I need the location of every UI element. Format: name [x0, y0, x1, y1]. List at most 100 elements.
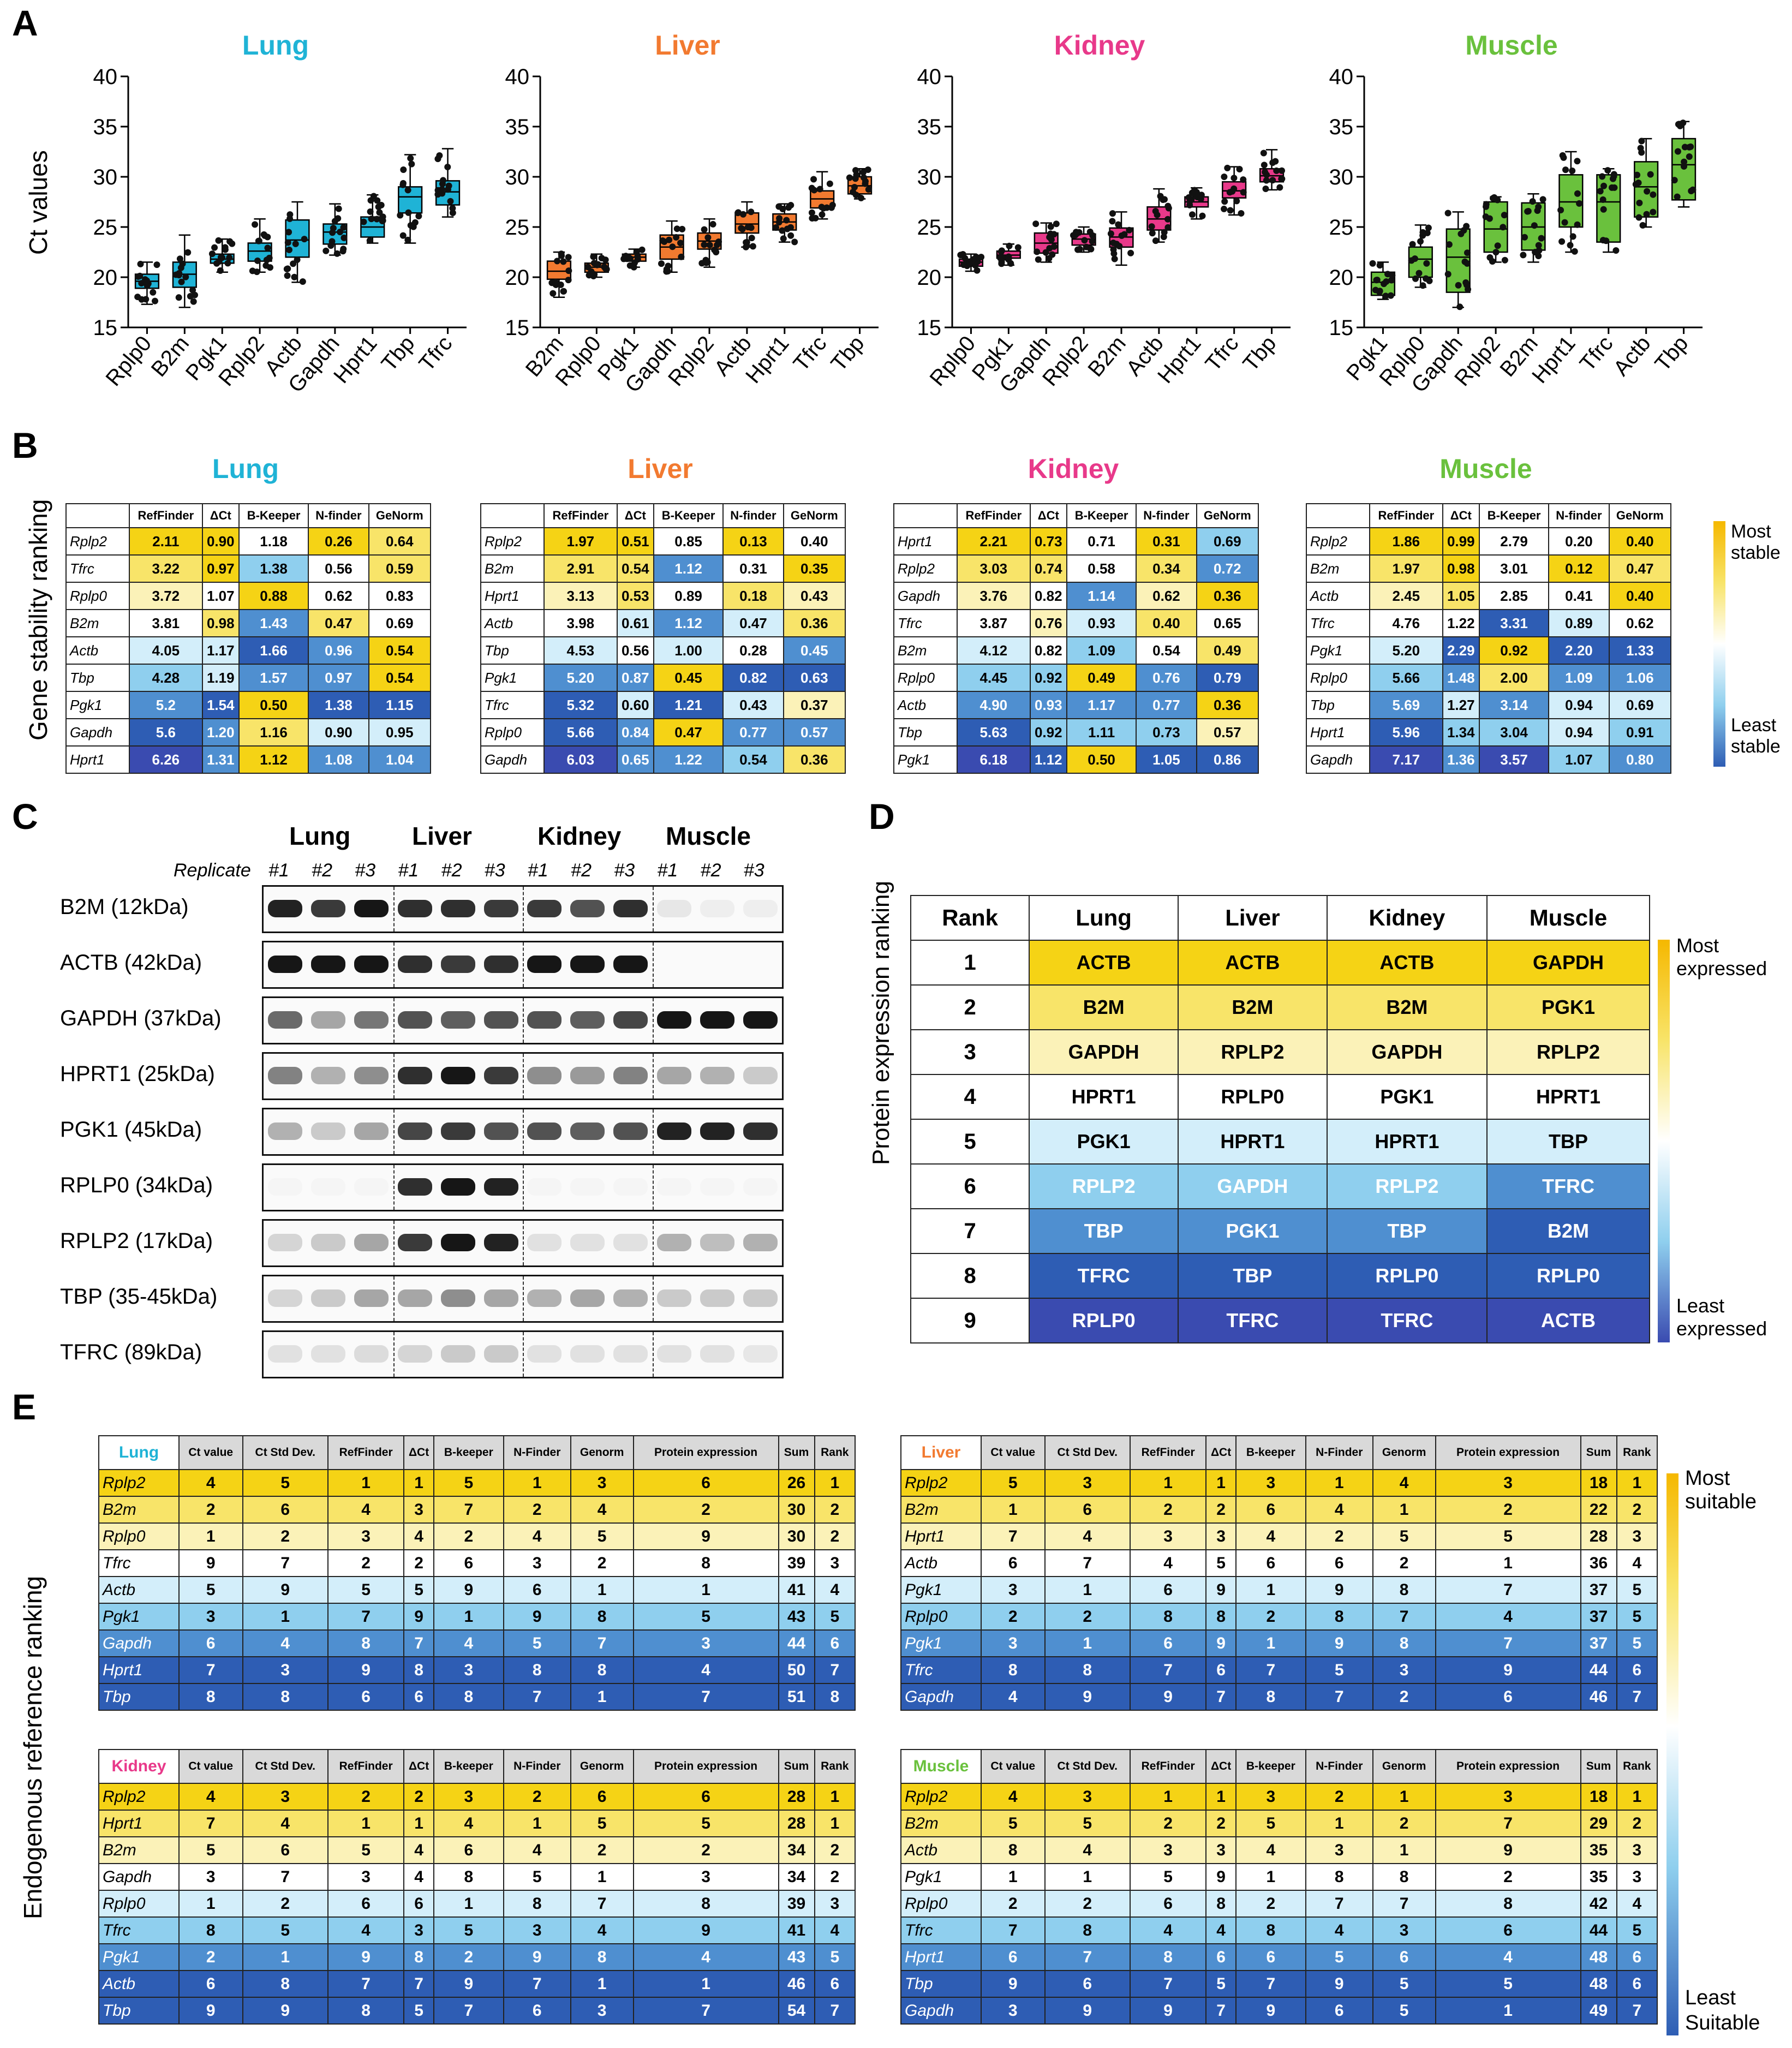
- reference-value: 6: [1305, 1997, 1373, 2025]
- reference-value: 6: [433, 1836, 504, 1864]
- reference-value: 2: [1435, 1863, 1581, 1891]
- reference-value: 7: [981, 1916, 1046, 1944]
- data-point: [1115, 221, 1122, 228]
- blot-band: [700, 956, 734, 973]
- reference-header-cell: Sum: [778, 1749, 815, 1784]
- y-tick-label: 15: [1329, 316, 1354, 340]
- reference-value: 8: [327, 1629, 405, 1657]
- reference-value: 7: [242, 1863, 329, 1891]
- reference-value: 3: [242, 1783, 329, 1811]
- blot-band: [570, 1011, 605, 1029]
- x-tick-label: Tbp: [377, 332, 420, 376]
- reference-value: 50: [778, 1656, 815, 1684]
- stability-value: 0.53: [616, 582, 654, 610]
- y-tick-label: 20: [1329, 266, 1354, 290]
- blot-band: [613, 1122, 648, 1140]
- reference-value: 1: [570, 1970, 634, 1998]
- blot-band: [700, 900, 734, 917]
- replicate-number: #2: [312, 860, 332, 881]
- protein-cell: TBP: [1326, 1208, 1488, 1254]
- reference-value: 5: [433, 1916, 504, 1944]
- data-point: [411, 219, 419, 226]
- blot-label: GAPDH (37kDa): [60, 1006, 222, 1030]
- data-point: [399, 232, 407, 239]
- reference-row: Rplp2 4 3 2 2 3 2 6 6 28 1: [98, 1783, 856, 1811]
- reference-value: 1: [570, 1576, 634, 1604]
- protein-cell: B2M: [1486, 1208, 1651, 1254]
- data-point: [1050, 243, 1058, 250]
- data-point: [187, 292, 194, 300]
- stability-value: 2.79: [1478, 527, 1550, 556]
- data-point: [1535, 242, 1542, 249]
- stability-value: 0.40: [1608, 527, 1672, 556]
- stability-value: 1.34: [1442, 718, 1480, 747]
- blot-band: [613, 1178, 648, 1196]
- reference-value: 6: [1130, 1576, 1207, 1604]
- data-point: [407, 155, 414, 162]
- stability-gene: Rplp0: [480, 718, 545, 747]
- stability-value: 1.22: [1442, 609, 1480, 637]
- reference-value: 5: [178, 1576, 243, 1604]
- reference-value: 6: [242, 1836, 329, 1864]
- stability-value: 0.47: [308, 609, 369, 637]
- stability-value: 0.60: [616, 691, 654, 719]
- reference-header-cell: Genorm: [1372, 1749, 1436, 1784]
- data-point: [224, 260, 231, 267]
- data-point: [262, 262, 270, 269]
- stability-value: 0.49: [1196, 636, 1259, 665]
- protein-cell: HPRT1: [1326, 1119, 1488, 1165]
- data-point: [1086, 228, 1094, 235]
- data-point: [134, 294, 141, 301]
- data-point: [1109, 210, 1116, 217]
- stability-value: 0.31: [722, 554, 784, 583]
- panel-d-legend-bottom: Least expressed: [1676, 1294, 1767, 1340]
- data-point: [734, 209, 742, 216]
- lane-divider: [393, 1221, 395, 1265]
- data-point: [370, 193, 377, 200]
- reference-gene: Gapdh: [900, 1997, 982, 2025]
- reference-row: Pgk1 3 1 6 9 1 9 8 7 37 5: [900, 1629, 1658, 1657]
- reference-header-cell: Ct Std Dev.: [242, 1749, 329, 1784]
- stability-value: 0.12: [1548, 554, 1610, 583]
- stability-value: 3.81: [129, 609, 203, 637]
- reference-value: 8: [981, 1836, 1046, 1864]
- data-point: [634, 256, 641, 263]
- reference-value: 8: [1235, 1916, 1306, 1944]
- data-point: [997, 254, 1004, 261]
- stability-value: 1.57: [238, 664, 309, 692]
- stability-header-cell: GeNorm: [782, 503, 846, 528]
- stability-value: 1.09: [1066, 636, 1137, 665]
- data-point: [143, 277, 150, 284]
- panel-b-legend-bottom: Least stable: [1731, 715, 1781, 757]
- stability-value: 1.22: [653, 745, 724, 774]
- y-tick-label: 25: [917, 216, 942, 240]
- stability-value: 0.97: [308, 664, 369, 692]
- reference-header-cell: Protein expression: [632, 1749, 779, 1784]
- reference-value: 1: [1235, 1576, 1306, 1604]
- data-point: [1532, 249, 1539, 256]
- reference-value: 44: [778, 1629, 815, 1657]
- data-point: [997, 248, 1005, 255]
- data-point: [590, 253, 597, 260]
- stability-value: 0.56: [308, 554, 369, 583]
- blot-band: [527, 1234, 562, 1251]
- replicate-number: #3: [743, 860, 764, 881]
- blot-band: [311, 1178, 345, 1196]
- data-point: [791, 238, 798, 246]
- data-point: [658, 260, 665, 267]
- reference-value: 1: [1044, 1629, 1131, 1657]
- x-tick-label: Hprt1: [1527, 332, 1580, 388]
- reference-gene: Pgk1: [98, 1943, 180, 1971]
- stability-header-cell: RefFinder: [543, 503, 618, 528]
- stability-value: 1.66: [238, 636, 309, 665]
- data-point: [701, 226, 708, 233]
- stability-value: 0.82: [1029, 636, 1067, 665]
- data-point: [1650, 191, 1657, 198]
- reference-header-cell: Protein expression: [1435, 1435, 1581, 1470]
- data-point: [622, 253, 629, 260]
- reference-value: 2: [503, 1783, 571, 1811]
- reference-row: Hprt1 6 7 8 6 6 5 6 4 48 6: [900, 1943, 1658, 1971]
- data-point: [638, 246, 646, 253]
- lane-divider: [393, 1276, 395, 1321]
- data-point: [1444, 210, 1451, 217]
